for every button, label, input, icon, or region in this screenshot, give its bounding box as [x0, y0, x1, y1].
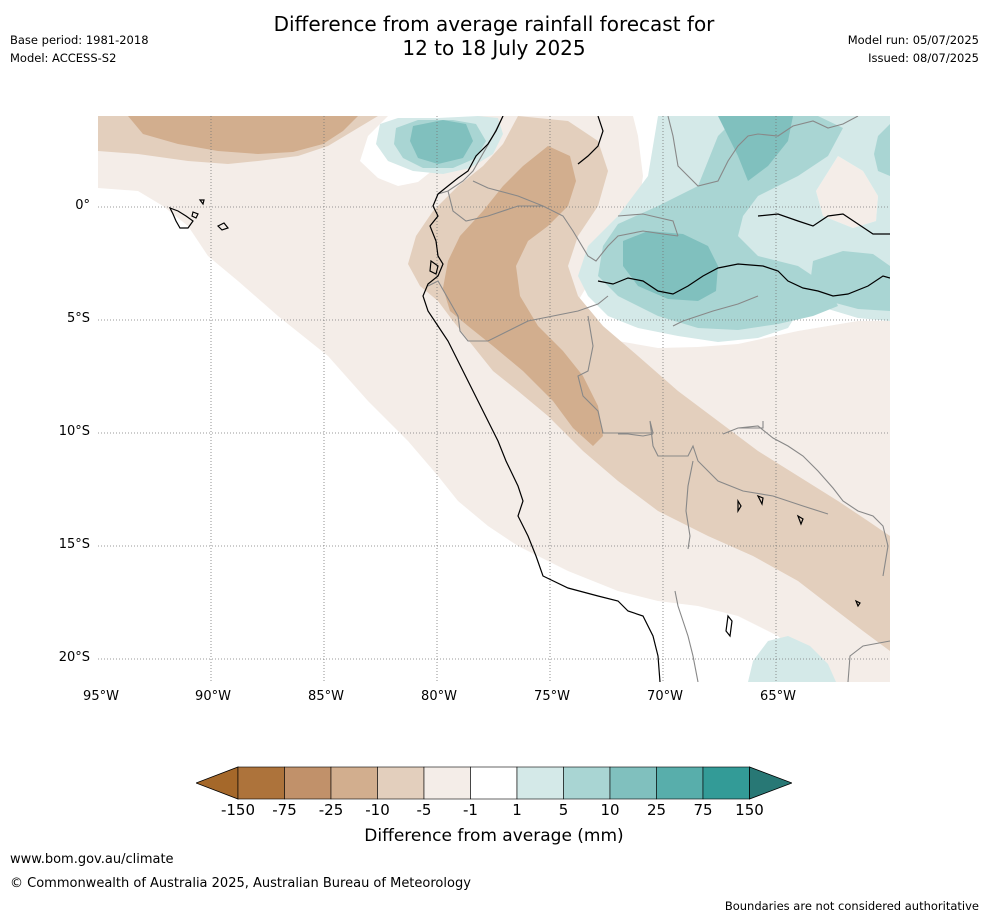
colorbar-tick-label: -75: [272, 801, 297, 819]
colorbar-tick-label: -150: [220, 801, 256, 819]
contour-wet-strong-north: [410, 120, 473, 164]
lat-label-5s: 5°S: [66, 311, 90, 326]
map-title: Difference from average rainfall forecas…: [0, 12, 988, 60]
colorbar-segment: [377, 766, 425, 800]
colorbar-tick-label: 5: [558, 801, 569, 819]
meta-right: Model run: 05/07/2025 Issued: 08/07/2025: [848, 31, 979, 67]
lon-label-70w: 70°W: [647, 689, 683, 704]
colorbar-tick-label: -1: [463, 801, 478, 819]
lat-label-15s: 15°S: [58, 537, 90, 552]
issued-text: Issued: 08/07/2025: [868, 51, 979, 65]
colorbar-arrow-low: [196, 766, 239, 800]
base-period-text: Base period: 1981-2018: [10, 33, 149, 47]
website-url: www.bom.gov.au/climate: [10, 852, 174, 867]
colorbar-segment: [284, 766, 332, 800]
colorbar-tick-label: 1: [512, 801, 522, 819]
model-run-text: Model run: 05/07/2025: [847, 33, 979, 47]
colorbar: [196, 766, 792, 800]
contour-wet-mid-ne: [874, 124, 890, 176]
contour-dry-strong-north: [128, 116, 358, 154]
colorbar-segment: [656, 766, 704, 800]
colorbar-segment: [423, 766, 471, 800]
colorbar-segment: [609, 766, 657, 800]
colorbar-tick-label: -10: [365, 801, 390, 819]
lon-label-90w: 90°W: [195, 689, 231, 704]
disclaimer-text: Boundaries are not considered authoritat…: [724, 899, 979, 913]
country-borders: [427, 116, 890, 682]
contour-wet-strong-ne: [718, 116, 793, 181]
model-text: Model: ACCESS-S2: [10, 51, 117, 65]
colorbar-tick-label: -5: [416, 801, 432, 819]
contour-dry-light-east: [816, 156, 878, 228]
colorbar-tick-label: 25: [646, 801, 667, 819]
lon-label-95w: 95°W: [83, 689, 119, 704]
lon-label-75w: 75°W: [534, 689, 570, 704]
lon-label-85w: 85°W: [308, 689, 344, 704]
colorbar-segment: [563, 766, 611, 800]
colorbar-tick-label: -25: [318, 801, 344, 819]
colorbar-segment: [516, 766, 564, 800]
colorbar-segment: [237, 766, 285, 800]
colorbar-segment: [702, 766, 750, 800]
map-canvas: [98, 116, 890, 682]
lon-label-80w: 80°W: [421, 689, 457, 704]
contour-dry-light: [98, 116, 890, 682]
colorbar-arrow-high: [749, 766, 792, 800]
copyright-text: © Commonwealth of Australia 2025, Austra…: [10, 876, 471, 891]
lat-label-10s: 10°S: [58, 424, 90, 439]
lon-label-65w: 65°W: [760, 689, 796, 704]
colorbar-segment: [330, 766, 378, 800]
contour-dry-medium-andes: [408, 116, 890, 651]
contour-dry-strong-andes: [443, 146, 603, 446]
graticule: [98, 116, 890, 682]
lat-label-0: 0°: [75, 198, 90, 213]
colorbar-tick-label: 10: [600, 801, 620, 819]
colorbar-tick-label: 150: [735, 801, 764, 819]
colorbar-tick-label: 75: [693, 801, 713, 819]
rainfall-difference-map: [98, 116, 890, 682]
colorbar-segment: [470, 766, 518, 800]
meta-left: Base period: 1981-2018 Model: ACCESS-S2: [10, 31, 149, 67]
title-line-2: 12 to 18 July 2025: [402, 36, 586, 60]
coastline: [168, 116, 890, 682]
title-line-1: Difference from average rainfall forecas…: [273, 12, 715, 36]
lat-label-20s: 20°S: [58, 650, 90, 665]
contour-wet-mid-east: [810, 251, 890, 311]
colorbar-title: Difference from average (mm): [364, 826, 624, 846]
